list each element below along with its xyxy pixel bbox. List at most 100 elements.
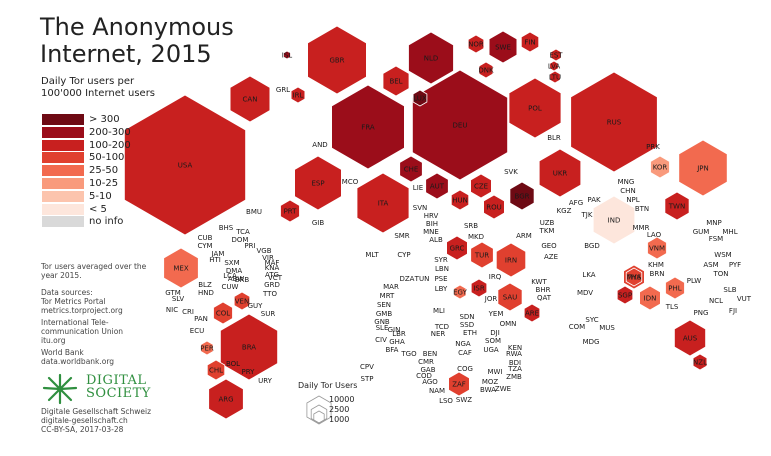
country-label-mlt: MLT	[365, 251, 379, 259]
country-label-alb: ALB	[429, 236, 443, 244]
country-label-nld: NLD	[424, 55, 439, 63]
country-label-mex: MEX	[173, 265, 188, 273]
country-label-lby: LBY	[435, 285, 448, 293]
country-label-gnb: GNB	[374, 318, 390, 326]
country-label-abw: ABW	[228, 275, 244, 283]
country-label-ner: NER	[431, 330, 446, 338]
country-label-guy: GUY	[248, 302, 264, 310]
legend-label: 25-50	[89, 165, 119, 177]
country-hex-lva	[549, 60, 559, 72]
country-label-caf: CAF	[458, 349, 472, 357]
source-line: World Bank	[41, 348, 84, 357]
country-label-uga: UGA	[483, 346, 499, 354]
country-label-lbr: LBR	[392, 330, 406, 338]
country-label-rou: ROU	[486, 204, 502, 212]
country-hex-idn	[639, 285, 661, 311]
country-label-tkm: TKM	[539, 227, 555, 235]
legend-swatch	[42, 216, 84, 228]
country-label-bra: BRA	[242, 344, 256, 352]
logo-line-1: DIGITAL	[86, 373, 147, 388]
country-label-png: PNG	[694, 309, 709, 317]
country-label-hun: HUN	[452, 197, 468, 205]
country-label-esp: ESP	[311, 180, 324, 188]
country-label-bih: BIH	[426, 220, 438, 228]
country-label-aze: AZE	[544, 253, 558, 261]
source-line: itu.org	[41, 336, 66, 345]
country-label-hrv: HRV	[424, 212, 439, 220]
country-label-syr: SYR	[434, 256, 448, 264]
country-label-eth: ETH	[463, 329, 477, 337]
country-label-dji: DJI	[490, 329, 500, 337]
country-label-per: PER	[200, 345, 214, 353]
country-label-pol: POL	[528, 105, 542, 113]
country-label-stp: STP	[361, 375, 374, 383]
country-hex-rou	[483, 194, 505, 220]
country-label-zwe: ZWE	[495, 385, 511, 393]
size-legend-value: 2500	[329, 405, 350, 414]
country-hex-nzl	[692, 353, 708, 371]
country-label-are: ARE	[525, 310, 539, 318]
country-label-lbn: LBN	[435, 265, 449, 273]
country-label-npl: NPL	[626, 196, 639, 204]
country-label-tha: THA	[626, 274, 642, 282]
country-label-gmb: GMB	[376, 310, 392, 318]
country-hex-arg	[208, 378, 244, 420]
country-hex-esp	[294, 155, 342, 211]
country-label-pry: PRY	[242, 368, 256, 376]
country-label-tgo: TGO	[400, 350, 417, 358]
country-label-bel: BEL	[389, 78, 402, 86]
country-label-mdv: MDV	[577, 289, 593, 297]
country-label-yem: YEM	[488, 310, 504, 318]
country-label-mwi: MWI	[487, 368, 502, 376]
country-label-isl: ISL	[282, 52, 293, 60]
country-hexagons	[124, 25, 728, 420]
country-label-nga: NGA	[455, 340, 471, 348]
country-label-vct: VCT	[268, 274, 283, 282]
country-label-gin: GIN	[388, 326, 401, 334]
country-label-com: COM	[569, 323, 585, 331]
country-label-nzl: NZL	[693, 359, 707, 367]
country-label-srb: SRB	[464, 222, 478, 230]
country-hex-est	[550, 48, 562, 62]
country-label-cpv: CPV	[360, 363, 374, 371]
country-label-cog: COG	[457, 365, 473, 373]
size-legend-hex	[310, 404, 328, 424]
size-legend-hex	[313, 410, 325, 424]
country-label-sgp: SGP	[618, 292, 632, 300]
country-hex-can	[229, 75, 271, 123]
country-label-svn: SVN	[413, 204, 427, 212]
country-label-zaf: ZAF	[452, 381, 466, 389]
credit-line: digitale-gesellschaft.ch	[41, 416, 128, 425]
digital-society-logo-text: DIGITAL SOCIETY	[86, 374, 151, 400]
country-label-bhs: BHS	[219, 224, 234, 232]
country-label-kna: KNA	[265, 264, 280, 272]
country-label-nam: NAM	[429, 387, 445, 395]
legend-swatch	[42, 126, 84, 138]
country-label-lie: LIE	[413, 184, 423, 192]
country-label-lva: LVA	[548, 63, 560, 71]
country-label-col: COL	[216, 310, 230, 318]
country-label-atg: ATG	[265, 271, 279, 279]
country-hex-zaf	[448, 371, 470, 397]
country-hex-isl	[283, 50, 291, 60]
country-label-cub: CUB	[198, 234, 213, 242]
country-label-kgz: KGZ	[557, 207, 572, 215]
country-hex-sgp	[616, 285, 634, 305]
country-label-arg: ARG	[218, 396, 233, 404]
legend-swatch	[42, 178, 84, 189]
country-label-grd: GRD	[264, 281, 280, 289]
country-label-ton: TON	[712, 270, 728, 278]
country-hex-fra	[331, 84, 405, 170]
legend-label: < 5	[89, 203, 107, 215]
country-label-slv: SLV	[172, 295, 185, 303]
country-label-tza: TZA	[507, 365, 522, 373]
country-label-bfa: BFA	[386, 346, 399, 354]
country-label-swe: SWE	[495, 44, 511, 52]
country-label-mnp: MNP	[706, 219, 722, 227]
country-label-syc: SYC	[585, 316, 598, 324]
country-label-vir: VIR	[262, 254, 274, 262]
country-label-bwa: BWA	[480, 386, 496, 394]
size-legend-hexagons	[306, 395, 332, 425]
source-line: metrics.torproject.org	[41, 306, 123, 315]
country-label-ukr: UKR	[553, 170, 568, 178]
